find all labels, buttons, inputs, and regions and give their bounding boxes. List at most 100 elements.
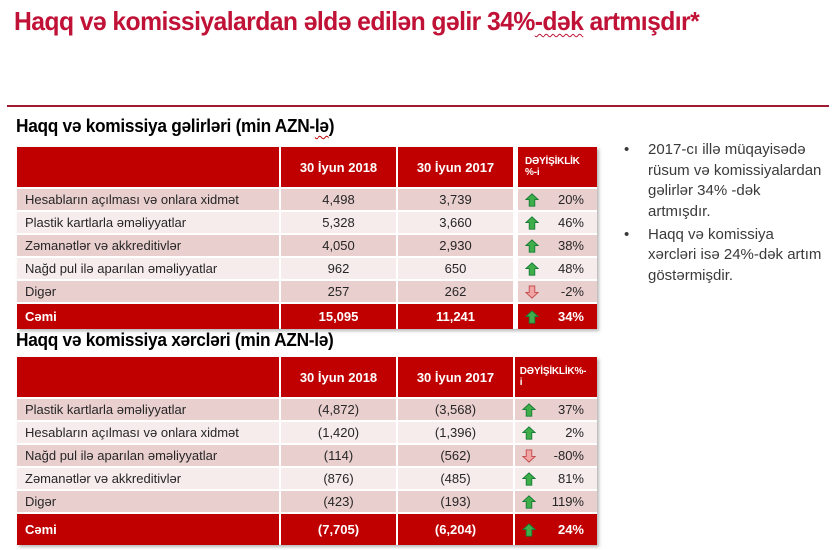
header-empty [17,357,279,397]
trend-arrow-icon [522,425,536,440]
note-item: Haqq və komissiya xərcləri isə 24%-dək a… [620,225,822,287]
value-2018: (876) [281,468,396,489]
value-2018: (114) [281,445,396,466]
trend-arrow-icon [525,261,539,276]
row-label: Zəmanətlər və akkreditivlər [17,468,279,489]
expense-table: 30 İyun 2018 30 İyun 2017 DƏYİŞİKLİK%-i … [17,357,597,545]
table-row: Zəmanətlər və akkreditivlər 4,050 2,930 … [17,235,597,256]
trend-arrow-icon [525,284,539,299]
change-value: 37% [557,402,584,417]
change-cell: 48% [515,258,597,279]
change-value: -2% [560,284,584,299]
income-heading-underlined: lə [314,116,329,136]
title-divider [7,105,829,107]
table-row: Plastik kartlarla əməliyyatlar 5,328 3,6… [17,212,597,233]
header-2017: 30 İyun 2017 [398,147,513,187]
header-change: DƏYİŞİKLİK %-i [515,147,597,187]
trend-arrow-icon [522,522,536,537]
change-cell: 2% [515,422,597,443]
change-cell: 81% [515,468,597,489]
income-heading-part1: Haqq və komissiya gəlirləri (min AZN- [16,116,315,136]
change-value: 34% [557,309,584,324]
change-value: 38% [557,238,584,253]
trend-arrow-icon [525,309,539,324]
table-row: Zəmanətlər və akkreditivlər (876) (485) … [17,468,597,489]
row-label: Hesabların açılması və onlara xidmət [17,422,279,443]
row-label: Nağd pul ilə aparılan əməliyyatlar [17,258,279,279]
header-2018: 30 İyun 2018 [281,357,396,397]
value-2017: (3,568) [398,399,513,420]
change-value: -80% [553,448,584,463]
total-2017: (6,204) [398,514,513,545]
page-title: Haqq və komissiyalardan əldə edilən gəli… [14,6,700,37]
trend-arrow-icon [525,192,539,207]
header-2017: 30 İyun 2017 [398,357,513,397]
change-value: 48% [557,261,584,276]
change-cell: 24% [515,514,597,545]
value-2018: (4,872) [281,399,396,420]
change-value: 20% [557,192,584,207]
change-cell: 20% [515,189,597,210]
row-label: Plastik kartlarla əməliyyatlar [17,399,279,420]
change-value: 24% [557,522,584,537]
change-cell: 119% [515,491,597,512]
value-2017: 262 [398,281,513,302]
income-table-heading: Haqq və komissiya gəlirləri (min AZN-lə) [16,116,334,137]
notes-panel: 2017-cı illə müqayisədə rüsum və komissi… [620,140,822,289]
change-value: 2% [565,425,584,440]
expense-table-header-row: 30 İyun 2018 30 İyun 2017 DƏYİŞİKLİK%-i [17,357,597,397]
change-value: 46% [557,215,584,230]
page-title-part1: Haqq və komissiyalardan əldə edilən gəli… [14,6,535,36]
total-label: Cəmi [17,304,279,329]
trend-arrow-icon [525,238,539,253]
row-label: Hesabların açılması və onlara xidmət [17,189,279,210]
value-2018: 4,050 [281,235,396,256]
trend-arrow-icon [522,402,536,417]
trend-arrow-icon [525,215,539,230]
income-heading-part2: ) [328,116,335,136]
total-2017: 11,241 [398,304,513,329]
total-row: Cəmi 15,095 11,241 34% [17,304,597,329]
trend-arrow-icon [522,448,536,463]
change-cell: 34% [515,304,597,329]
table-row: Hesabların açılması və onlara xidmət 4,4… [17,189,597,210]
value-2018: 4,498 [281,189,396,210]
value-2017: 650 [398,258,513,279]
total-2018: 15,095 [281,304,396,329]
table-row: Nağd pul ilə aparılan əməliyyatlar (114)… [17,445,597,466]
value-2017: 3,660 [398,212,513,233]
notes-list: 2017-cı illə müqayisədə rüsum və komissi… [620,140,822,287]
income-table: 30 İyun 2018 30 İyun 2017 DƏYİŞİKLİK %-i… [17,147,597,329]
table-row: Digər (423) (193) 119% [17,491,597,512]
change-cell: -2% [515,281,597,302]
value-2018: 257 [281,281,396,302]
change-cell: 46% [515,212,597,233]
value-2018: 962 [281,258,396,279]
change-cell: 38% [515,235,597,256]
header-empty [17,147,279,187]
row-label: Nağd pul ilə aparılan əməliyyatlar [17,445,279,466]
table-row: Hesabların açılması və onlara xidmət (1,… [17,422,597,443]
row-label: Digər [17,491,279,512]
change-cell: 37% [515,399,597,420]
total-2018: (7,705) [281,514,396,545]
value-2017: 2,930 [398,235,513,256]
trend-arrow-icon [522,494,536,509]
header-2018: 30 İyun 2018 [281,147,396,187]
change-value: 119% [551,494,584,509]
total-label: Cəmi [17,514,279,545]
value-2018: (1,420) [281,422,396,443]
page-title-underlined: -dək [534,6,584,36]
income-table-header-row: 30 İyun 2018 30 İyun 2017 DƏYİŞİKLİK %-i [17,147,597,187]
value-2017: 3,739 [398,189,513,210]
table-row: Nağd pul ilə aparılan əməliyyatlar 962 6… [17,258,597,279]
header-change: DƏYİŞİKLİK%-i [515,357,597,397]
value-2017: (485) [398,468,513,489]
table-row: Digər 257 262 -2% [17,281,597,302]
value-2018: (423) [281,491,396,512]
value-2017: (562) [398,445,513,466]
trend-arrow-icon [522,471,536,486]
page-title-part2: artmışdır* [583,6,700,36]
row-label: Zəmanətlər və akkreditivlər [17,235,279,256]
